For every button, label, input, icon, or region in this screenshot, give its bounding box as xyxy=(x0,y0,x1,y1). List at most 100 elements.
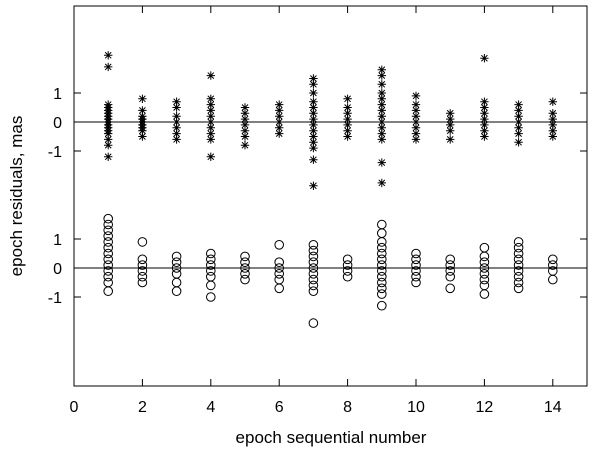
upper-point xyxy=(343,109,352,118)
upper-point xyxy=(309,74,318,83)
lower-point xyxy=(308,263,319,273)
upper-point xyxy=(480,120,489,130)
lower-point xyxy=(513,283,524,294)
upper-point xyxy=(480,114,489,124)
upper-point xyxy=(309,109,318,118)
lower-point xyxy=(411,266,421,276)
upper-point xyxy=(240,109,250,118)
upper-point xyxy=(343,103,352,112)
lower-point xyxy=(308,245,319,256)
upper-point xyxy=(104,51,113,60)
upper-point xyxy=(377,71,386,80)
lower-point xyxy=(308,251,319,262)
lower-point xyxy=(479,263,490,273)
lower-point xyxy=(445,271,456,282)
upper-point xyxy=(377,117,386,127)
lower-point xyxy=(274,269,285,279)
lower-point xyxy=(411,254,421,265)
upper-point xyxy=(138,106,147,115)
lower-point xyxy=(308,286,319,297)
upper-point xyxy=(377,178,386,188)
lower-point xyxy=(206,248,216,259)
upper-point xyxy=(343,94,352,103)
upper-point xyxy=(377,88,386,98)
upper-point xyxy=(275,117,284,127)
lower-point xyxy=(513,254,524,265)
upper-point xyxy=(514,129,523,138)
upper-point xyxy=(172,103,181,112)
upper-point xyxy=(172,123,181,132)
lower-point xyxy=(171,251,182,262)
lower-point xyxy=(206,266,216,276)
lower-point xyxy=(479,289,490,299)
lower-point xyxy=(377,289,387,299)
upper-point xyxy=(548,126,557,135)
upper-point xyxy=(377,129,386,138)
upper-point xyxy=(240,132,250,141)
upper-point xyxy=(309,120,318,130)
upper-point xyxy=(514,123,523,132)
lower-point xyxy=(103,219,113,230)
lower-point xyxy=(171,286,182,297)
lower-point xyxy=(240,257,250,268)
upper-point xyxy=(104,141,113,150)
upper-point xyxy=(275,106,284,115)
x-tick-label: 6 xyxy=(275,399,284,416)
lower-point xyxy=(411,271,421,282)
lower-point xyxy=(342,254,353,265)
lower-point xyxy=(103,237,113,247)
lower-point xyxy=(445,260,456,270)
upper-point xyxy=(411,100,421,109)
lower-point xyxy=(240,251,250,262)
lower-point xyxy=(308,269,319,279)
lower-point xyxy=(377,254,387,265)
lower-point xyxy=(103,213,113,224)
lower-point xyxy=(274,274,285,285)
lower-point xyxy=(137,260,148,270)
lower-point xyxy=(411,277,421,288)
upper-point xyxy=(514,117,523,127)
lower-point xyxy=(103,242,113,253)
lower-point xyxy=(103,266,113,276)
lower-point xyxy=(171,277,182,288)
upper-point xyxy=(309,143,318,153)
y-tick-label: -1 xyxy=(48,290,62,307)
baselines xyxy=(74,121,587,269)
lower-point xyxy=(137,237,148,247)
upper-point xyxy=(343,120,352,130)
upper-point xyxy=(172,112,181,121)
x-tick-label: 0 xyxy=(70,399,79,416)
upper-point xyxy=(275,100,284,109)
upper-point xyxy=(377,123,386,132)
lower-point xyxy=(377,300,387,311)
x-tick-label: 2 xyxy=(138,399,147,416)
lower-point xyxy=(377,266,387,276)
upper-point xyxy=(206,152,215,161)
lower-point xyxy=(171,269,182,279)
lower-point xyxy=(513,237,524,247)
lower-point xyxy=(377,242,387,253)
x-tick-label: 8 xyxy=(343,399,352,416)
upper-point xyxy=(206,71,215,80)
lower-point xyxy=(377,260,387,270)
lower-point xyxy=(308,257,319,268)
lower-point xyxy=(513,271,524,282)
upper-point xyxy=(206,94,215,103)
lower-point xyxy=(377,283,387,294)
upper-point xyxy=(377,100,386,109)
upper-point xyxy=(377,158,386,167)
y-tick-label: 0 xyxy=(53,261,62,278)
upper-point xyxy=(548,114,557,124)
upper-point xyxy=(309,97,318,106)
upper-point xyxy=(411,123,421,132)
upper-point xyxy=(240,141,250,150)
lower-point xyxy=(513,242,524,253)
upper-point xyxy=(206,135,215,144)
lower-point xyxy=(103,248,113,259)
upper-point xyxy=(138,132,147,141)
lower-point xyxy=(274,240,285,250)
lower-point xyxy=(206,254,216,265)
lower-point xyxy=(103,225,113,236)
upper-point xyxy=(206,112,215,121)
